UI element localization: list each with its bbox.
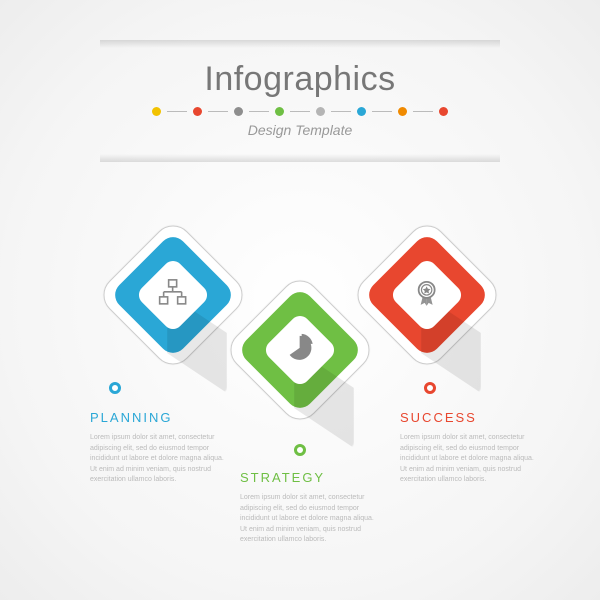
pie-icon bbox=[285, 333, 315, 368]
section-title: SUCCESS bbox=[400, 410, 540, 425]
diamond-strategy bbox=[245, 295, 355, 405]
section-title: STRATEGY bbox=[240, 470, 380, 485]
divider-dot bbox=[234, 107, 243, 116]
bullet-strategy bbox=[294, 444, 306, 456]
divider-dot bbox=[357, 107, 366, 116]
divider-line bbox=[290, 111, 310, 112]
divider-dot bbox=[398, 107, 407, 116]
section-strategy: STRATEGY Lorem ipsum dolor sit amet, cons… bbox=[240, 470, 380, 546]
section-title: PLANNING bbox=[90, 410, 230, 425]
page-title: Infographics bbox=[100, 60, 500, 99]
divider-dots bbox=[100, 107, 500, 116]
divider-dot bbox=[275, 107, 284, 116]
divider-line bbox=[413, 111, 433, 112]
divider-line bbox=[208, 111, 228, 112]
header: Infographics Design Template bbox=[100, 40, 500, 162]
bullet-success bbox=[424, 382, 436, 394]
divider-dot bbox=[316, 107, 325, 116]
diamond-success bbox=[372, 240, 482, 350]
divider-dot bbox=[193, 107, 202, 116]
diamond-planning bbox=[118, 240, 228, 350]
page-subtitle: Design Template bbox=[100, 122, 500, 138]
divider-dot bbox=[152, 107, 161, 116]
hierarchy-icon bbox=[158, 278, 188, 313]
section-planning: PLANNING Lorem ipsum dolor sit amet, cons… bbox=[90, 410, 230, 486]
divider-line bbox=[372, 111, 392, 112]
section-body: Lorem ipsum dolor sit amet, consectetur … bbox=[90, 433, 230, 486]
divider-line bbox=[249, 111, 269, 112]
section-body: Lorem ipsum dolor sit amet, consectetur … bbox=[240, 493, 380, 546]
section-success: SUCCESS Lorem ipsum dolor sit amet, conse… bbox=[400, 410, 540, 486]
section-body: Lorem ipsum dolor sit amet, consectetur … bbox=[400, 433, 540, 486]
divider-line bbox=[331, 111, 351, 112]
divider-line bbox=[167, 111, 187, 112]
bullet-planning bbox=[109, 382, 121, 394]
infographic-stage: PLANNING Lorem ipsum dolor sit amet, cons… bbox=[0, 230, 600, 600]
badge-icon bbox=[412, 278, 442, 313]
divider-dot bbox=[439, 107, 448, 116]
